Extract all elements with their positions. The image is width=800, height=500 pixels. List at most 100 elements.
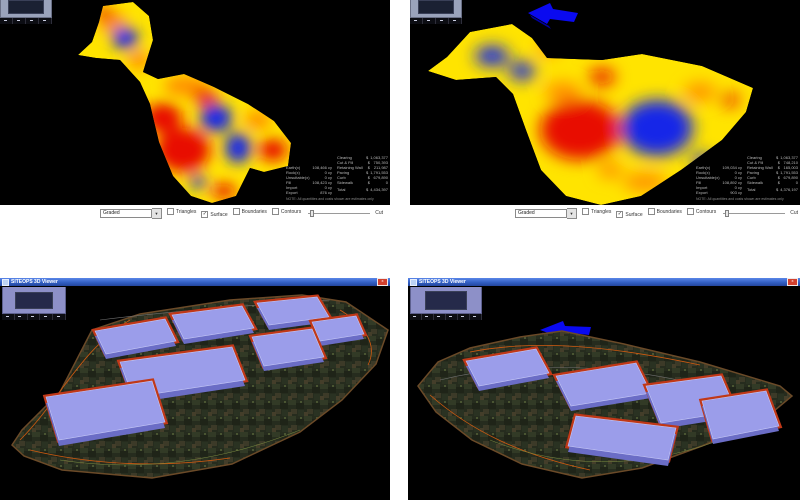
stat-row: Cut & Fill $750,393: [337, 160, 388, 165]
viewer-toolbar-1: Graded ▼ Triangles ✓ Surface Boundaries Cont…: [0, 205, 390, 221]
slider-label: Cut: [790, 210, 798, 216]
earthwork-quantities: Earth(x) 108,466 cy Rock(x) 0 cy Unsuitable(…: [286, 165, 332, 195]
stat-row: Cut & Fill $748,210: [747, 160, 798, 165]
stat-row: Sidewalk $0: [337, 180, 388, 185]
checkbox-box[interactable]: [582, 208, 589, 215]
cut-fill-heatmap: [428, 24, 753, 205]
stat-row: Earth(x) 108,466 cy: [286, 165, 332, 170]
stat-row: Retaining Wall $211,987: [337, 165, 388, 170]
checkbox-triangles[interactable]: Triangles: [582, 208, 611, 215]
checkbox-label: Contours: [280, 208, 302, 215]
checkbox-boundaries[interactable]: Boundaries: [647, 208, 682, 215]
surface-select[interactable]: Graded ▼: [515, 207, 577, 219]
close-button[interactable]: x: [377, 278, 388, 286]
checkbox-contours[interactable]: Contours: [686, 208, 716, 215]
checkbox-box[interactable]: [232, 208, 240, 215]
stat-row: Total $4,376,197: [747, 187, 798, 192]
checkbox-label: Boundaries: [241, 208, 267, 215]
overview-navigator-widget[interactable]: [410, 287, 482, 320]
cost-breakdown: Clearing $1,063,377 Cut & Fill $748,210 Reta…: [747, 155, 798, 195]
checkbox-label: Triangles: [591, 208, 612, 215]
overview-minimap: [410, 0, 462, 18]
minimap-screen: [418, 0, 454, 14]
cost-summary-block: Earth(x) 109,034 cy Rock(x) 0 cy Unsuitable(…: [696, 155, 798, 202]
slider-thumb[interactable]: [310, 209, 315, 217]
overview-navigator-widget[interactable]: [2, 287, 66, 320]
checkbox-triangles[interactable]: Triangles: [167, 208, 196, 215]
checkbox-box[interactable]: ✓: [616, 211, 624, 218]
chevron-down-icon[interactable]: ▼: [152, 207, 162, 219]
panel-3d-view-1: SITEOPS 3D Viewer x: [0, 278, 390, 500]
minimap-screen: [8, 0, 44, 14]
window-icon: [2, 278, 9, 286]
terrain-3d-svg-2: [417, 321, 794, 479]
close-button[interactable]: x: [787, 278, 798, 286]
earthwork-quantities: Earth(x) 109,034 cy Rock(x) 0 cy Unsuitable(…: [696, 165, 742, 195]
stat-row: Paving $1,791,553: [747, 170, 798, 175]
window-titlebar[interactable]: SITEOPS 3D Viewer x: [408, 278, 800, 286]
stat-row: Unsuitable(x) 0 cy: [286, 175, 332, 180]
navigator-buttons[interactable]: [410, 18, 462, 24]
overview-minimap: [410, 287, 482, 314]
checkbox-contours[interactable]: Contours: [271, 208, 302, 215]
terrain-3d-svg-1: [11, 294, 389, 479]
window-titlebar[interactable]: SITEOPS 3D Viewer x: [0, 278, 390, 286]
stat-row: Curb $679,890: [337, 175, 388, 180]
terrain-viewport-1[interactable]: [0, 286, 390, 500]
stat-row: Earth(x) 109,034 cy: [696, 165, 742, 170]
stat-row: Clearing $1,063,377: [747, 155, 798, 160]
navigator-buttons[interactable]: [410, 314, 482, 320]
stat-row: Import 0 cy: [286, 185, 332, 190]
checkbox-label: Surface: [625, 211, 643, 218]
checkbox-surface[interactable]: ✓ Surface: [201, 211, 228, 218]
display-checkbox-group: Triangles ✓ Surface Boundaries Contours: [577, 208, 716, 218]
slider-thumb[interactable]: [725, 209, 730, 217]
checkbox-box[interactable]: [686, 208, 694, 215]
checkbox-box[interactable]: [167, 208, 174, 215]
slider-track: [308, 212, 371, 214]
stats-footnote: NOTE: All quantities and costs shown are…: [696, 197, 784, 201]
graded-heatmap-svg-2: [428, 3, 753, 205]
stat-row: Unsuitable(x) 0 cy: [696, 175, 742, 180]
checkbox-surface[interactable]: ✓ Surface: [616, 211, 643, 218]
graded-heatmap-svg-1: [78, 2, 291, 203]
stat-row: Curb $679,890: [747, 175, 798, 180]
overview-navigator-widget[interactable]: [0, 0, 52, 24]
stat-row: Import 0 cy: [696, 185, 742, 190]
checkbox-box[interactable]: [647, 208, 655, 215]
minimap-screen: [425, 290, 467, 310]
slider-label: Cut: [375, 210, 383, 216]
surface-select-value[interactable]: Graded: [515, 208, 567, 218]
panel-graded-heatmap-2: Earth(x) 109,034 cy Rock(x) 0 cy Unsuitable(…: [410, 0, 800, 221]
surface-select[interactable]: Graded ▼: [100, 207, 162, 219]
cost-breakdown: Clearing $1,063,377 Cut & Fill $750,393 Reta…: [337, 155, 388, 195]
terrain-viewport-2[interactable]: [408, 286, 800, 500]
stats-footnote: NOTE: All quantities and costs shown are…: [286, 197, 374, 201]
navigator-buttons[interactable]: [0, 18, 52, 24]
overview-minimap: [0, 0, 52, 18]
heatmap-viewport-2[interactable]: Earth(x) 109,034 cy Rock(x) 0 cy Unsuitable(…: [410, 0, 800, 205]
stat-row: Total $4,434,397: [337, 187, 388, 192]
checkbox-boundaries[interactable]: Boundaries: [232, 208, 267, 215]
navigator-buttons[interactable]: [2, 314, 66, 320]
viewer-toolbar-2: Graded ▼ Triangles ✓ Surface Boundaries Cont…: [410, 205, 800, 221]
slider-track: [723, 212, 786, 214]
heatmap-viewport-1[interactable]: Earth(x) 108,466 cy Rock(x) 0 cy Unsuitable(…: [0, 0, 390, 205]
window-title: SITEOPS 3D Viewer: [419, 279, 466, 285]
checkbox-label: Surface: [210, 211, 228, 218]
cut-fill-heatmap: [78, 2, 291, 203]
checkbox-label: Boundaries: [656, 208, 682, 215]
cut-slider[interactable]: [723, 209, 786, 218]
cut-slider[interactable]: [308, 209, 371, 218]
checkbox-box[interactable]: ✓: [201, 211, 209, 218]
panel-3d-view-2: SITEOPS 3D Viewer x: [408, 278, 800, 500]
north-arrow-icon: [528, 3, 578, 29]
stat-row: Rock(x) 0 cy: [286, 170, 332, 175]
display-checkbox-group: Triangles ✓ Surface Boundaries Contours: [162, 208, 301, 218]
checkbox-box[interactable]: [271, 208, 279, 215]
overview-navigator-widget[interactable]: [410, 0, 462, 24]
surface-select-value[interactable]: Graded: [100, 208, 152, 218]
minimap-screen: [15, 291, 53, 309]
chevron-down-icon[interactable]: ▼: [567, 207, 577, 219]
